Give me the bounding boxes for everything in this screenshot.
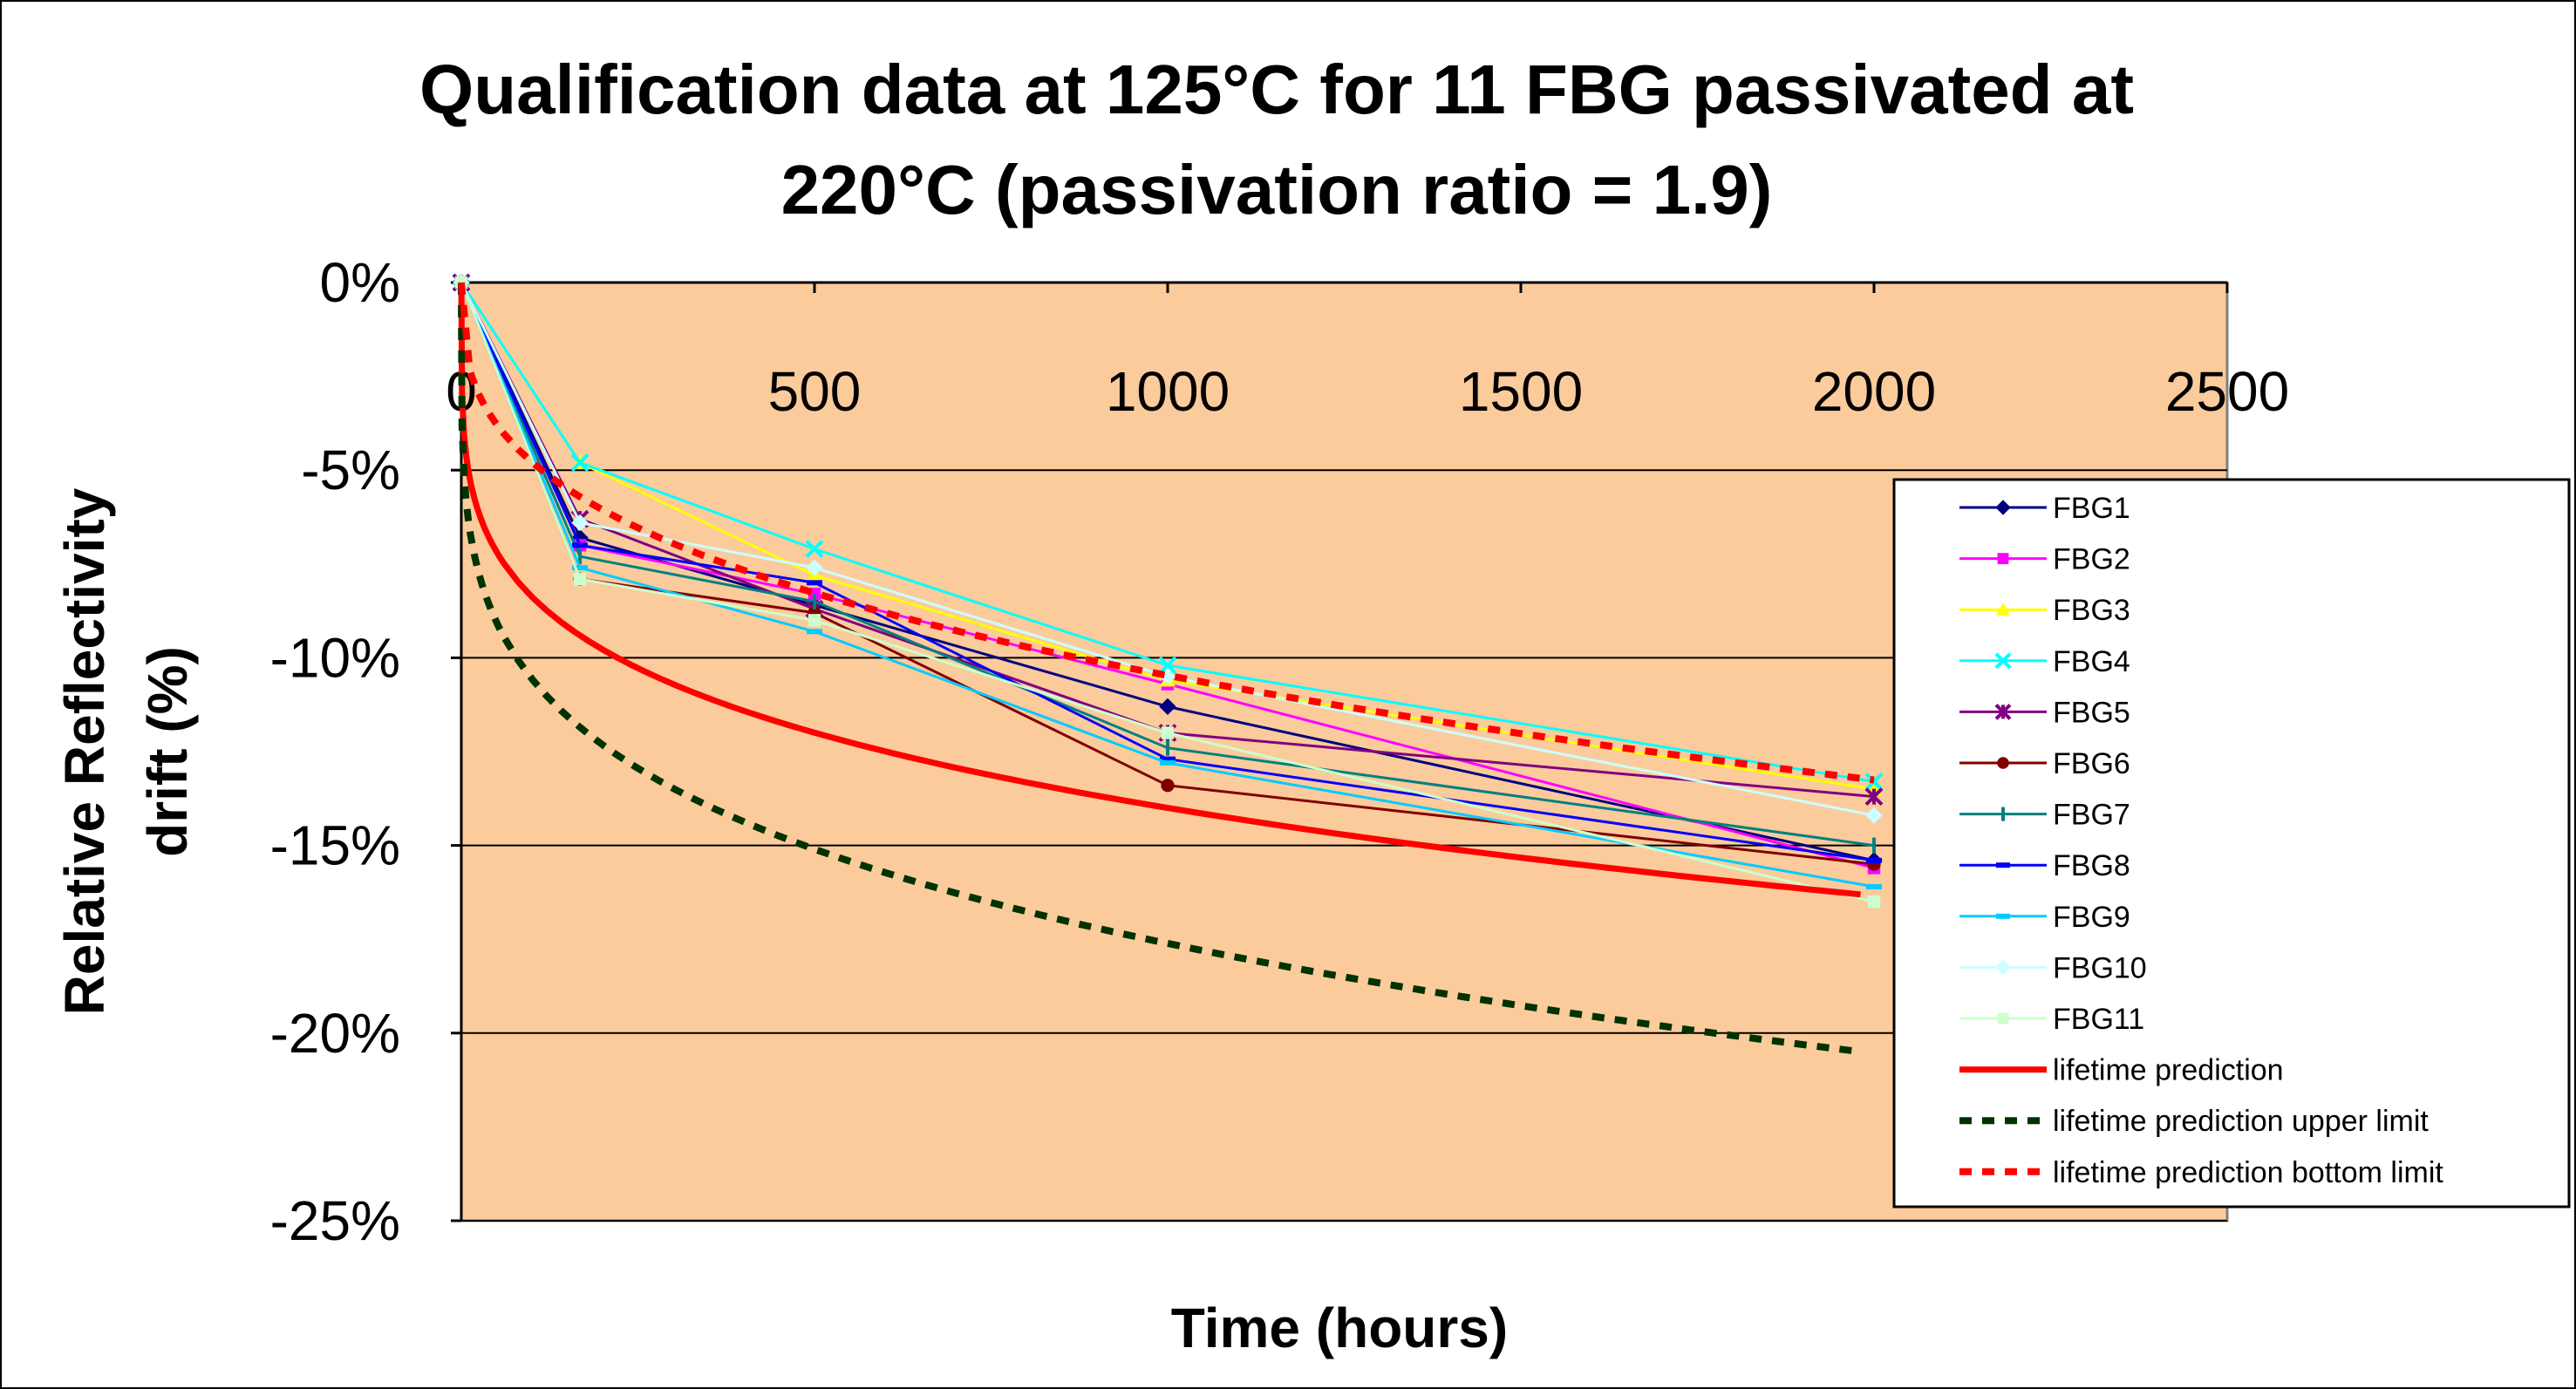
chart-title-line-1: Qualification data at 125°C for 11 FBG p…	[419, 51, 2134, 128]
data-point-fbg8-2	[807, 580, 822, 586]
legend-label-fbg5: FBG5	[2053, 696, 2130, 729]
data-point-fbg4-3	[1158, 656, 1177, 675]
legend-label-fbg3: FBG3	[2053, 594, 2130, 627]
legend-item-lifetime-prediction: lifetime prediction	[1959, 1054, 2284, 1087]
legend-label-lifetime-prediction-upper-limit: lifetime prediction upper limit	[2053, 1105, 2429, 1138]
data-point-fbg4-4	[1864, 773, 1884, 791]
series-lifetime-prediction	[458, 282, 1861, 898]
data-point-fbg8-1	[572, 542, 589, 548]
y-tick-label: -5%	[301, 439, 400, 501]
data-point-fbg1-3	[1159, 698, 1176, 716]
data-point-fbg9-4	[1866, 883, 1882, 889]
y-axis-label-line-1: Relative Reflectivity	[53, 487, 116, 1015]
legend-item-fbg7: FBG7	[1959, 799, 2130, 832]
data-point-fbg4-2	[805, 540, 824, 558]
legend-label-fbg1: FBG1	[2053, 492, 2130, 525]
legend-box	[1892, 478, 2571, 1209]
legend-items: FBG1 FBG2 FBG3 FBG4 FBG5 FBG6 FBG7 FBG8 FBG9 FBG1…	[1959, 492, 2443, 1189]
data-point-fbg11-2	[808, 614, 821, 627]
legend-item-fbg9: FBG9	[1959, 901, 2130, 934]
data-point-fbg8-4	[1866, 857, 1882, 863]
legend-label-fbg2: FBG2	[2053, 543, 2130, 576]
legend-item-fbg6: FBG6	[1959, 747, 2130, 780]
data-point-fbg4-1	[570, 453, 589, 473]
legend-marker-fbg6	[1997, 757, 2009, 769]
x-tick-label: 500	[768, 360, 862, 423]
data-point-fbg11-1	[573, 572, 587, 586]
data-point-fbg9-1	[572, 565, 589, 571]
y-tick-label: 0%	[320, 251, 401, 314]
legend-marker-fbg2	[1997, 553, 2009, 564]
data-point-fbg9-3	[1160, 759, 1176, 766]
legend-label-fbg4: FBG4	[2053, 645, 2130, 678]
legend-item-fbg2: FBG2	[1959, 543, 2130, 576]
legend-label-fbg7: FBG7	[2053, 799, 2130, 832]
legend-item-lifetime-prediction-upper-limit: lifetime prediction upper limit	[1959, 1105, 2429, 1138]
data-point-fbg11-4	[1867, 895, 1881, 909]
legend-marker-fbg1	[1995, 500, 2011, 515]
legend-marker-fbg10	[1995, 959, 2011, 976]
x-tick-label: 1000	[1106, 360, 1230, 423]
legend-marker-fbg9	[1996, 913, 2010, 919]
legend-item-fbg8: FBG8	[1959, 849, 2130, 882]
y-tick-label: -20%	[270, 1002, 400, 1065]
x-tick-label: 2000	[1812, 360, 1936, 423]
legend-label-fbg6: FBG6	[2053, 747, 2130, 780]
legend-marker-fbg5	[1994, 703, 2012, 720]
y-axis-label-line-2: drift (%)	[136, 646, 199, 857]
legend-item-lifetime-prediction-bottom-limit: lifetime prediction bottom limit	[1959, 1156, 2443, 1189]
legend-label-lifetime-prediction: lifetime prediction	[2053, 1054, 2284, 1087]
legend-label-lifetime-prediction-bottom-limit: lifetime prediction bottom limit	[2053, 1156, 2443, 1189]
y-tick-labels: 0% -5% -10% -15% -20% -25%	[270, 251, 461, 1252]
legend-item-fbg3: FBG3	[1959, 594, 2130, 627]
data-point-fbg6-3	[1161, 779, 1175, 793]
series-line-lifetime-prediction-bottom-limit	[458, 282, 1875, 784]
legend-label-fbg10: FBG10	[2053, 951, 2147, 984]
series-fbg11	[454, 276, 1881, 909]
chart-title-line-2: 220°C (passivation ratio = 1.9)	[781, 151, 1773, 228]
data-point-fbg8-3	[1160, 756, 1176, 762]
legend-label-fbg9: FBG9	[2053, 901, 2130, 934]
series-fbg10	[453, 274, 1883, 824]
legend-item-fbg1: FBG1	[1959, 492, 2130, 525]
x-tick-label: 2500	[2165, 360, 2289, 423]
legend: FBG1 FBG2 FBG3 FBG4 FBG5 FBG6 FBG7 FBG8 FBG9 FBG1…	[1892, 478, 2571, 1209]
data-point-fbg5-4	[1864, 787, 1884, 807]
legend-marker-fbg3	[1996, 603, 2010, 616]
x-axis-label: Time (hours)	[1171, 1297, 1508, 1359]
data-point-fbg11-3	[1161, 726, 1175, 739]
data-point-fbg10-2	[806, 559, 823, 576]
legend-marker-fbg4	[1994, 652, 2012, 670]
y-tick-label: -15%	[270, 814, 400, 877]
legend-item-fbg5: FBG5	[1959, 696, 2130, 729]
data-point-fbg10-4	[1865, 807, 1883, 824]
data-point-fbg9-2	[807, 629, 822, 635]
legend-marker-fbg8	[1996, 862, 2010, 868]
legend-label-fbg11: FBG11	[2053, 1003, 2144, 1036]
x-tick-labels: 0 500 1000 1500 2000 2500	[446, 283, 2289, 423]
y-tick-label: -25%	[270, 1189, 400, 1252]
series-line-lifetime-prediction	[458, 282, 1861, 898]
data-point-fbg10-1	[571, 514, 589, 532]
legend-marker-fbg11	[1997, 1012, 2009, 1025]
legend-item-fbg11: FBG11	[1959, 1003, 2144, 1036]
series-lifetime-prediction-bottom-limit	[458, 282, 1875, 784]
legend-item-fbg10: FBG10	[1959, 951, 2147, 984]
legend-label-fbg8: FBG8	[2053, 849, 2130, 882]
y-tick-label: -10%	[270, 626, 400, 689]
series-group	[452, 273, 1884, 1056]
x-tick-label: 1500	[1459, 360, 1583, 423]
legend-item-fbg4: FBG4	[1959, 645, 2130, 678]
